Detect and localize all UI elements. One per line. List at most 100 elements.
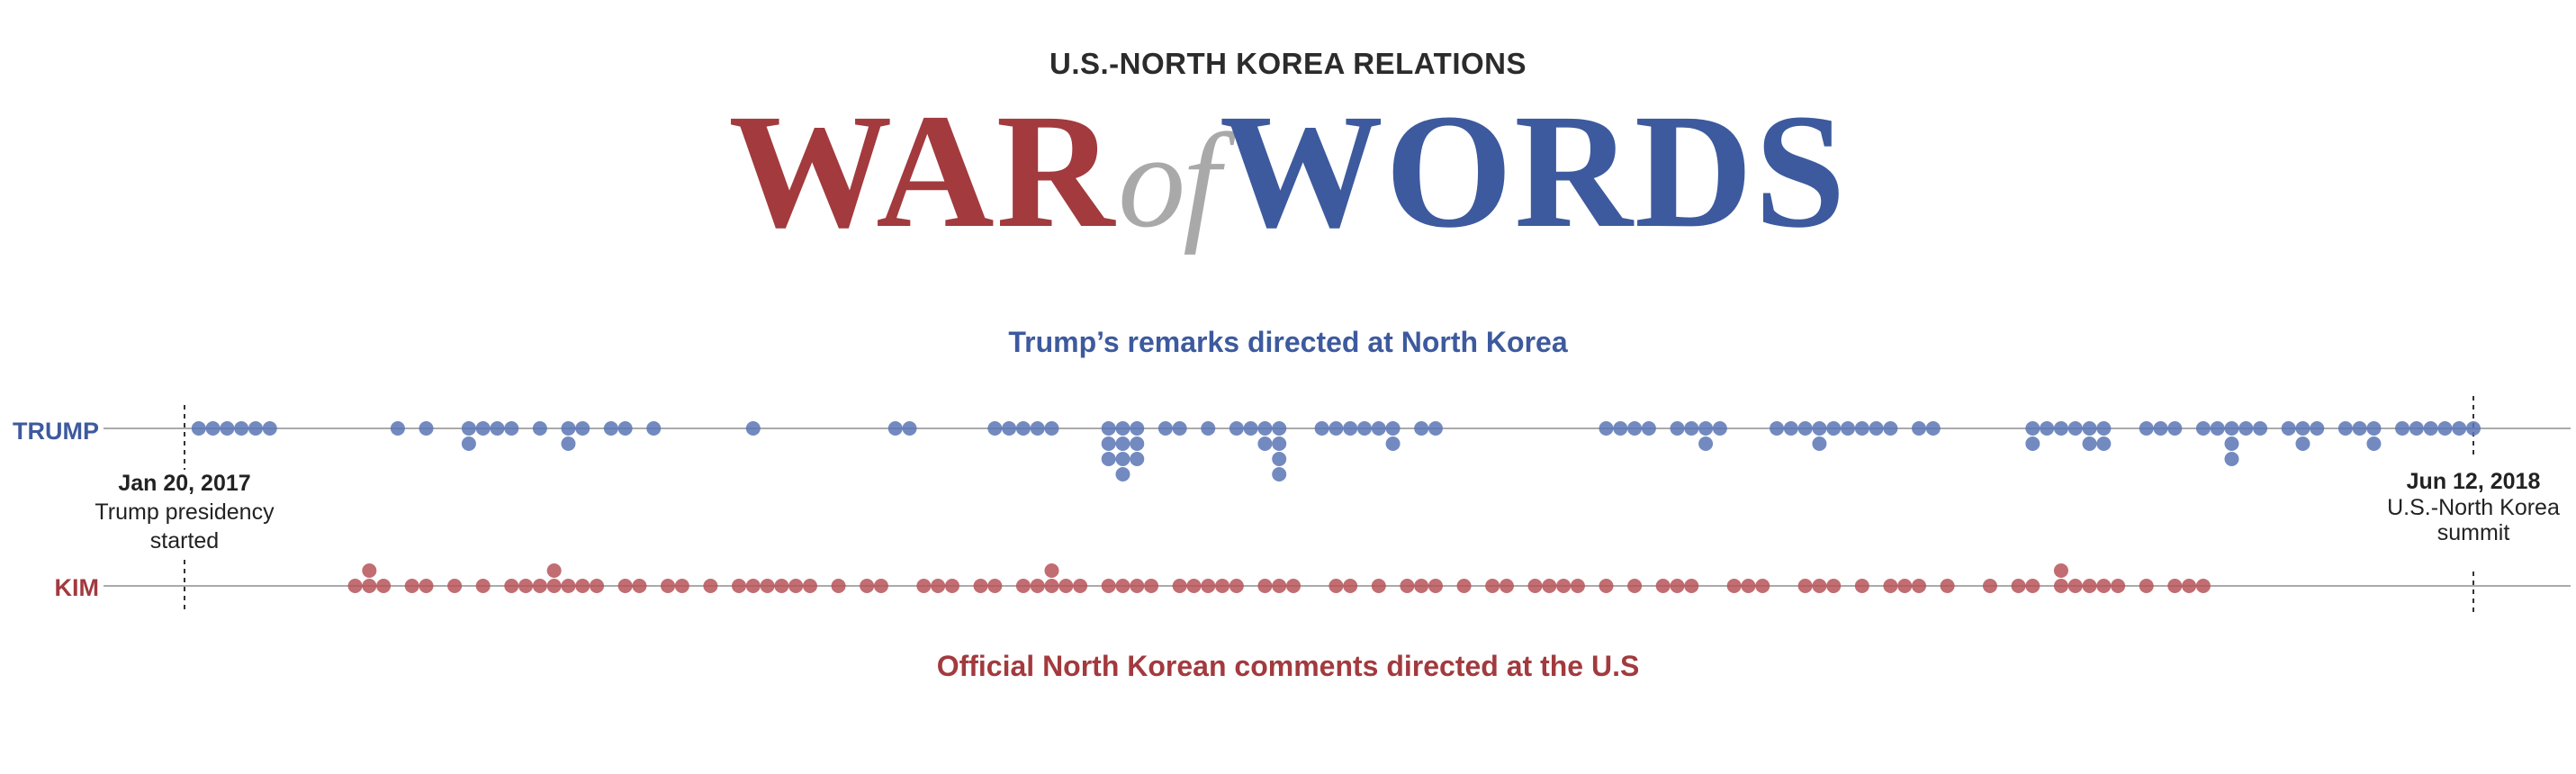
trump-dot <box>2053 421 2068 436</box>
trump-dot <box>1130 421 1145 436</box>
trump-dot <box>1797 421 1813 436</box>
kim-dot <box>1115 579 1130 593</box>
trump-dot <box>262 421 277 436</box>
kim-dot <box>860 579 875 593</box>
trump-dot <box>2352 421 2367 436</box>
trump-dot <box>2437 421 2453 436</box>
kim-dot <box>518 579 534 593</box>
kim-dot <box>504 579 519 593</box>
trump-dot <box>1229 421 1244 436</box>
kim-dot <box>1272 579 1287 593</box>
trump-dot <box>617 421 633 436</box>
trump-dot <box>2224 436 2239 451</box>
trump-dot <box>2025 421 2040 436</box>
trump-dot <box>1925 421 1941 436</box>
kim-dot <box>703 579 718 593</box>
kim-dot <box>590 579 605 593</box>
kim-dot <box>404 579 419 593</box>
trump-dot <box>532 421 547 436</box>
trump-dot <box>2395 421 2410 436</box>
kim-dot <box>1684 579 1699 593</box>
kim-dot <box>1428 579 1443 593</box>
trump-dot <box>1698 436 1714 451</box>
kim-dot <box>674 579 689 593</box>
trump-dot <box>987 421 1003 436</box>
kim-dot <box>1456 579 1472 593</box>
trump-dot <box>1115 436 1130 451</box>
kim-dot <box>1726 579 1742 593</box>
kim-dot <box>2182 579 2197 593</box>
kim-dot <box>1044 579 1059 593</box>
trump-dot <box>1783 421 1798 436</box>
kim-dot <box>1144 579 1159 593</box>
trump-row-label: TRUMP <box>13 418 99 445</box>
headline-of: of <box>1118 106 1220 256</box>
trump-dot <box>2366 436 2382 451</box>
trump-dot <box>2096 421 2112 436</box>
kim-dot <box>1101 579 1116 593</box>
trump-dot <box>1101 436 1116 451</box>
kim-dot <box>1201 579 1216 593</box>
trump-dot <box>1869 421 1884 436</box>
kim-dot <box>1015 579 1031 593</box>
kim-dot <box>1414 579 1429 593</box>
kim-dot <box>2111 579 2126 593</box>
trump-dot <box>1812 436 1827 451</box>
trump-dot <box>1670 421 1685 436</box>
trump-dot <box>1641 421 1656 436</box>
trump-dot <box>561 436 576 451</box>
kim-dot <box>1854 579 1869 593</box>
headline-war: WAR <box>728 81 1117 262</box>
trump-dot <box>1257 436 1273 451</box>
kim-dot <box>2025 579 2040 593</box>
kim-dot <box>2082 579 2097 593</box>
trump-dot <box>1329 421 1344 436</box>
trump-dot <box>561 421 576 436</box>
kim-dot <box>931 579 946 593</box>
kim-dot <box>1073 579 1088 593</box>
trump-dot <box>1627 421 1643 436</box>
kim-dot <box>376 579 392 593</box>
trump-dot <box>1115 421 1130 436</box>
trump-dot <box>2466 421 2481 436</box>
kim-dot <box>362 579 377 593</box>
trump-dot <box>2167 421 2183 436</box>
kim-dot <box>1371 579 1386 593</box>
kim-dot <box>419 579 434 593</box>
kim-dot <box>661 579 676 593</box>
kim-dot <box>973 579 988 593</box>
trump-dot <box>490 421 505 436</box>
kim-dot <box>774 579 789 593</box>
trump-dot <box>205 421 221 436</box>
kim-dot <box>546 563 562 578</box>
trump-dot <box>1272 452 1287 466</box>
kim-dot <box>987 579 1003 593</box>
trump-dot <box>1385 436 1401 451</box>
kim-dot <box>2053 563 2068 578</box>
kim-dot <box>1911 579 1926 593</box>
kim-dot <box>1542 579 1557 593</box>
trump-dot <box>1257 421 1273 436</box>
kim-dot <box>1655 579 1671 593</box>
trump-dot <box>1414 421 1429 436</box>
start-annotation-date: Jan 20, 2017 <box>118 471 250 496</box>
kim-dot <box>1670 579 1685 593</box>
trump-dot <box>1044 421 1059 436</box>
trump-dot <box>1356 421 1372 436</box>
trump-dot <box>1385 421 1401 436</box>
kim-dot <box>1826 579 1842 593</box>
trump-dot <box>2337 421 2353 436</box>
kim-dot <box>1812 579 1827 593</box>
kim-dot <box>1982 579 1997 593</box>
trump-dot <box>234 421 249 436</box>
trump-dot <box>1314 421 1329 436</box>
trump-dot <box>1841 421 1856 436</box>
trump-dot <box>2067 421 2083 436</box>
kim-dot <box>1329 579 1344 593</box>
start-annotation-line1: Trump presidency <box>95 500 275 525</box>
trump-dot <box>2295 421 2310 436</box>
kim-dot <box>362 563 377 578</box>
trump-dot <box>1613 421 1628 436</box>
kim-dot <box>1286 579 1302 593</box>
trump-dot <box>1911 421 1926 436</box>
